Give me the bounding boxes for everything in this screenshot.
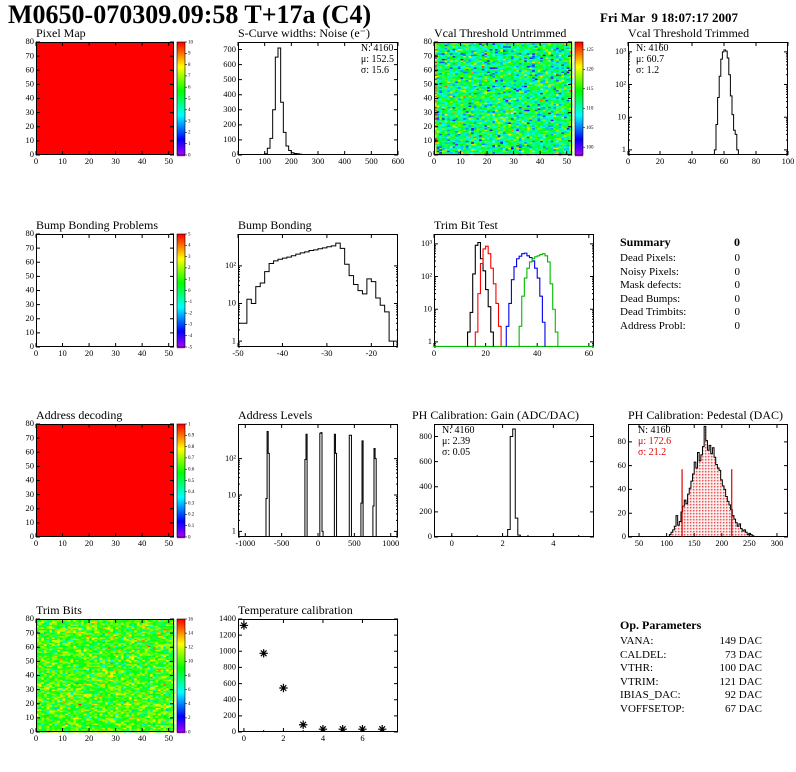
panel-address-decoding: Address decoding [8,408,204,556]
temperature-calibration-plot [210,615,406,747]
address-levels-plot [210,420,406,552]
panel-address-levels: Address Levels [210,408,406,556]
vcal-trimmed-plot [600,38,796,170]
panel-ph-pedestal: PH Calibration: Pedestal (DAC) N: 4160 μ… [600,408,796,556]
summary-grade: 0 [734,235,740,249]
stats-box: N: 4160 μ: 2.39 σ: 0.05 [442,425,475,458]
summary-title-row: Summary 0 [620,235,740,250]
plot-title: Trim Bit Test [434,218,498,232]
op-parameter-row: VTRIM: 121 DAC [620,675,762,688]
trim-bits-plot [8,615,204,747]
plot-title: Bump Bonding Problems [36,218,159,232]
panel-vcal-untrimmed: Vcal Threshold Untrimmed [406,26,602,174]
panel-vcal-trimmed: Vcal Threshold Trimmed N: 4160 μ: 60.7 σ… [600,26,796,174]
op-parameters-block: Op. Parameters VANA: 149 DAC CALDEL: 73 DA… [620,618,762,716]
op-parameter-row: IBIAS_DAC: 92 DAC [620,689,762,701]
panel-bump-bonding: Bump Bonding [210,218,406,366]
bump-bonding-problems-plot [8,230,204,362]
plot-title: PH Calibration: Pedestal (DAC) [628,408,783,422]
vcal-untrimmed-plot [406,38,602,170]
page-title: M0650-070309.09:58 T+17a (C4) [8,0,372,29]
panel-temperature-calibration: Temperature calibration [210,603,406,751]
op-parameter-row: VANA: 149 DAC [620,635,762,647]
panel-scurve-noise: S-Curve widths: Noise (e⁻) N: 4160 μ: 15… [210,26,406,174]
summary-row: Mask defects: 0 [620,279,740,291]
summary-row: Dead Pixels: 0 [620,252,740,264]
plot-title: Temperature calibration [238,603,353,617]
summary-row: Address Probl: 0 [620,319,740,332]
summary-block: Summary 0 Dead Pixels: 0 Noisy Pixels: 0 M… [620,235,740,333]
summary-row: Dead Trimbits: 0 [620,306,740,318]
scurve-noise-plot [210,38,406,170]
panel-pixel-map: Pixel Map [8,26,204,174]
op-parameters-title: Op. Parameters [620,618,702,632]
plot-title: Vcal Threshold Trimmed [628,26,750,40]
summary-row: Dead Bumps: 0 [620,292,740,305]
report-timestamp: Fri Mar 9 18:07:17 2007 [600,10,739,25]
panel-trim-bits: Trim Bits [8,603,204,751]
panel-ph-gain: PH Calibration: Gain (ADC/DAC) N: 4160 μ… [406,408,602,556]
op-parameters-title-row: Op. Parameters [620,618,762,633]
plot-title: PH Calibration: Gain (ADC/DAC) [412,408,579,422]
stats-box: N: 4160 μ: 60.7 σ: 1.2 [636,43,669,76]
summary-row: Noisy Pixels: 0 [620,265,740,278]
ph-pedestal-plot [600,420,796,552]
summary-title: Summary [620,235,671,249]
plot-title: Bump Bonding [238,218,312,232]
panel-trim-bit-test: Trim Bit Test [406,218,602,366]
stats-box: N: 4160 μ: 152.5 σ: 15.6 [360,43,394,76]
address-decoding-plot [8,420,204,552]
op-parameter-row: CALDEL: 73 DAC [620,648,762,661]
ph-gain-plot [406,420,602,552]
op-parameter-row: VOFFSETOP: 67 DAC [620,702,762,715]
plot-title: S-Curve widths: Noise (e⁻) [238,26,370,40]
panel-bump-bonding-problems: Bump Bonding Problems [8,218,204,366]
plot-title: Pixel Map [36,26,86,40]
plot-title: Trim Bits [36,603,82,617]
stats-box: N: 4160 μ: 172.6 σ: 21.2 [638,425,672,458]
pixel-map-plot [8,38,204,170]
trim-bit-test-plot [406,230,602,362]
bump-bonding-plot [210,230,406,362]
plot-title: Address Levels [238,408,313,422]
plot-title: Vcal Threshold Untrimmed [434,26,567,40]
op-parameter-row: VTHR: 100 DAC [620,662,762,674]
plot-title: Address decoding [36,408,123,422]
